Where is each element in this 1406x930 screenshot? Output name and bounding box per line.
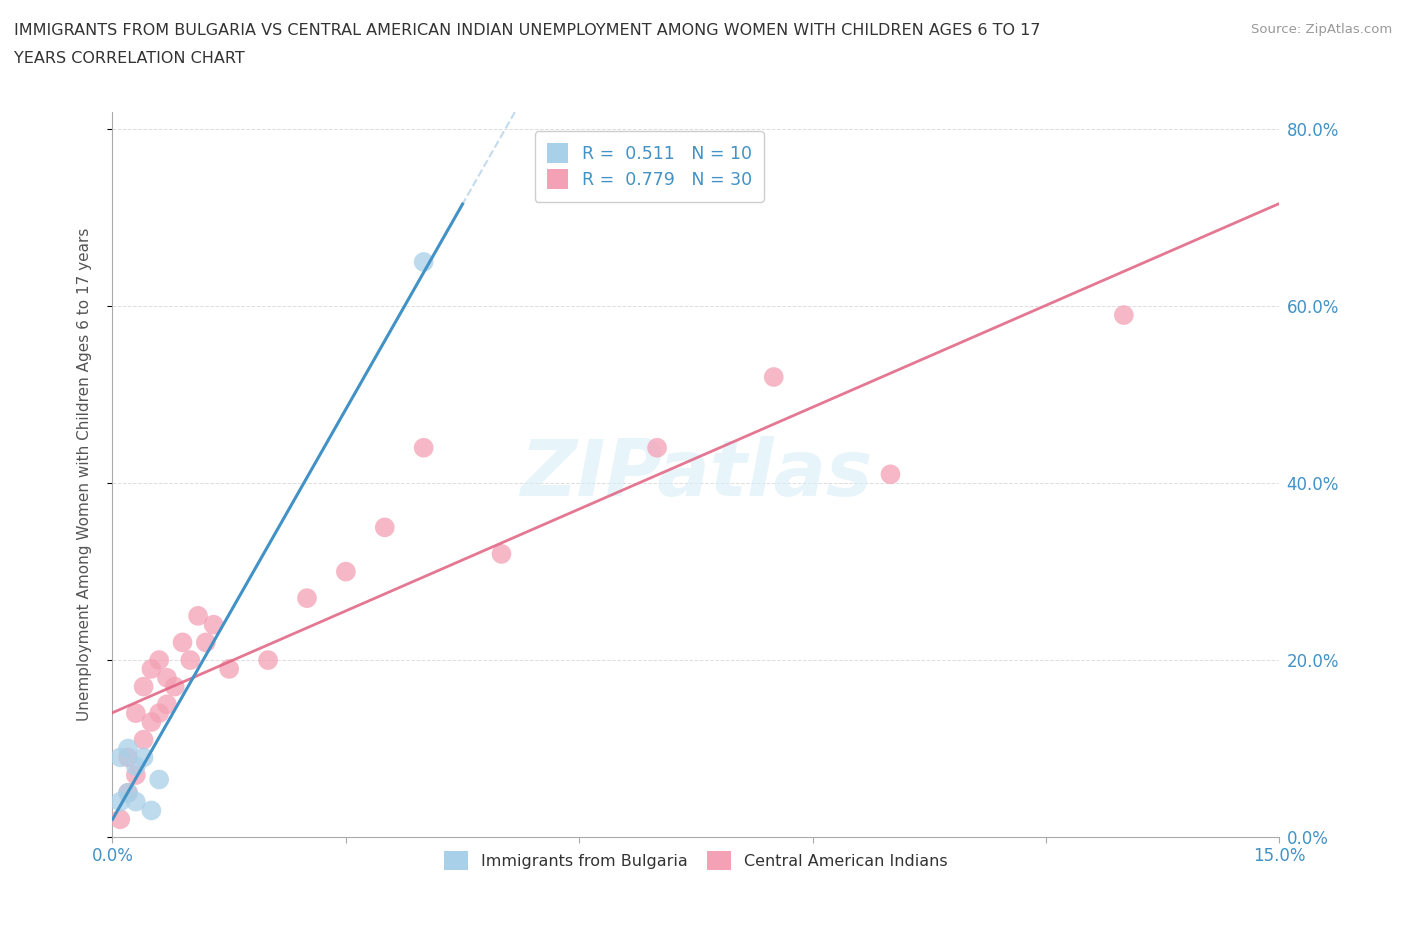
Point [148, 706, 170, 721]
Point [141, 714, 163, 729]
Point [194, 635, 217, 650]
Point [117, 785, 139, 800]
Point [110, 750, 132, 764]
Text: IMMIGRANTS FROM BULGARIA VS CENTRAL AMERICAN INDIAN UNEMPLOYMENT AMONG WOMEN WIT: IMMIGRANTS FROM BULGARIA VS CENTRAL AMER… [14, 23, 1040, 38]
Text: Source: ZipAtlas.com: Source: ZipAtlas.com [1251, 23, 1392, 36]
Point [141, 661, 163, 676]
Point [141, 803, 163, 817]
Point [125, 767, 148, 782]
Point [172, 635, 194, 650]
Point [335, 565, 357, 579]
Point [257, 653, 280, 668]
Point [491, 547, 513, 562]
Point [117, 750, 139, 764]
Point [762, 369, 785, 384]
Text: YEARS CORRELATION CHART: YEARS CORRELATION CHART [14, 51, 245, 66]
Point [374, 520, 396, 535]
Point [117, 785, 139, 800]
Point [412, 255, 434, 270]
Point [218, 661, 240, 676]
Point [148, 653, 170, 668]
Point [645, 440, 668, 455]
Legend: Immigrants from Bulgaria, Central American Indians: Immigrants from Bulgaria, Central Americ… [439, 845, 953, 876]
Point [179, 653, 201, 668]
Text: ZIPatlas: ZIPatlas [520, 436, 872, 512]
Point [132, 750, 155, 764]
Point [125, 794, 148, 809]
Point [163, 679, 186, 694]
Point [1112, 308, 1135, 323]
Point [125, 706, 148, 721]
Point [110, 812, 132, 827]
Point [148, 772, 170, 787]
Point [295, 591, 318, 605]
Y-axis label: Unemployment Among Women with Children Ages 6 to 17 years: Unemployment Among Women with Children A… [77, 228, 91, 721]
Point [412, 440, 434, 455]
Point [117, 741, 139, 756]
Point [132, 732, 155, 747]
Point [156, 697, 179, 711]
Point [132, 679, 155, 694]
Point [879, 467, 901, 482]
Point [187, 608, 209, 623]
Point [125, 759, 148, 774]
Point [202, 618, 225, 632]
Point [110, 794, 132, 809]
Point [156, 671, 179, 685]
